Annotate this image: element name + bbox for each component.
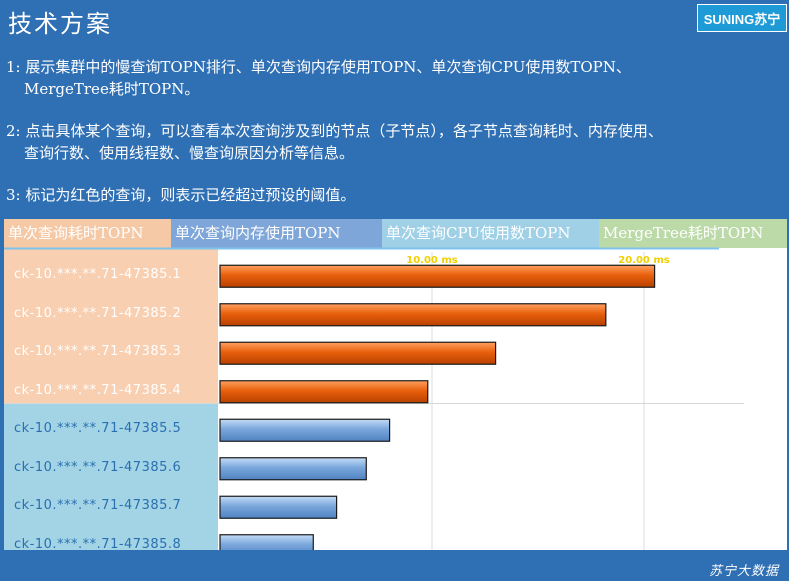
bar-1	[219, 264, 656, 288]
bar-2	[219, 303, 607, 327]
tab-memory-topn[interactable]: 单次查询内存使用TOPN	[171, 219, 382, 248]
bullet-2-line-1: 2: 点击具体某个查询，可以查看本次查询涉及到的节点（子节点），各子节点查询耗时…	[6, 122, 663, 140]
bullet-3: 3: 标记为红色的查询，则表示已经超过预设的阈值。	[6, 184, 355, 206]
row-label-6[interactable]: ck-10.***.**.71-47385.6	[14, 459, 182, 475]
bullet-1: 1: 展示集群中的慢查询TOPN排行、单次查询内存使用TOPN、单次查询CPU使…	[6, 56, 631, 100]
tick-label-1: 10.00 ms	[406, 255, 458, 266]
normal-label-area	[4, 404, 218, 550]
query-ranking-panel: 单次查询耗时TOPN 单次查询内存使用TOPN 单次查询CPU使用数TOPN M…	[4, 219, 787, 550]
row-label-2[interactable]: ck-10.***.**.71-47385.2	[14, 305, 182, 321]
tab-mergetree-topn[interactable]: MergeTree耗时TOPN	[599, 219, 787, 248]
bar-8	[219, 534, 314, 550]
suning-logo: SUNING苏宁	[697, 4, 787, 32]
row-label-1[interactable]: ck-10.***.**.71-47385.1	[14, 267, 182, 283]
tick-label-2: 20.00 ms	[618, 255, 670, 266]
footer-brand: 苏宁大数据	[708, 564, 779, 579]
bar-4	[219, 380, 429, 404]
over-threshold-label-area	[4, 248, 218, 404]
tab-query-time-topn[interactable]: 单次查询耗时TOPN	[4, 219, 171, 248]
bar-6	[219, 457, 367, 481]
query-time-bar-chart: 10.00 ms 20.00 ms	[4, 247, 744, 550]
bullet-1-line-2: MergeTree耗时TOPN。	[24, 80, 200, 98]
bar-3	[219, 341, 497, 365]
slide-title: 技术方案	[8, 10, 112, 38]
row-label-7[interactable]: ck-10.***.**.71-47385.7	[14, 498, 182, 514]
row-label-3[interactable]: ck-10.***.**.71-47385.3	[14, 344, 182, 360]
row-label-5[interactable]: ck-10.***.**.71-47385.5	[14, 421, 182, 437]
row-label-4[interactable]: ck-10.***.**.71-47385.4	[14, 382, 182, 398]
tab-cpu-topn[interactable]: 单次查询CPU使用数TOPN	[382, 219, 599, 248]
tab-bar: 单次查询耗时TOPN 单次查询内存使用TOPN 单次查询CPU使用数TOPN M…	[4, 219, 787, 248]
row-label-8[interactable]: ck-10.***.**.71-47385.8	[14, 536, 182, 550]
bullet-1-line-1: 1: 展示集群中的慢查询TOPN排行、单次查询内存使用TOPN、单次查询CPU使…	[6, 58, 631, 76]
bar-7	[219, 495, 338, 519]
bullet-3-line-1: 3: 标记为红色的查询，则表示已经超过预设的阈值。	[6, 186, 356, 204]
bullet-2-line-2: 查询行数、使用线程数、慢查询原因分析等信息。	[24, 144, 355, 162]
bar-5	[219, 418, 391, 442]
bullet-2: 2: 点击具体某个查询，可以查看本次查询涉及到的节点（子节点），各子节点查询耗时…	[6, 120, 663, 164]
